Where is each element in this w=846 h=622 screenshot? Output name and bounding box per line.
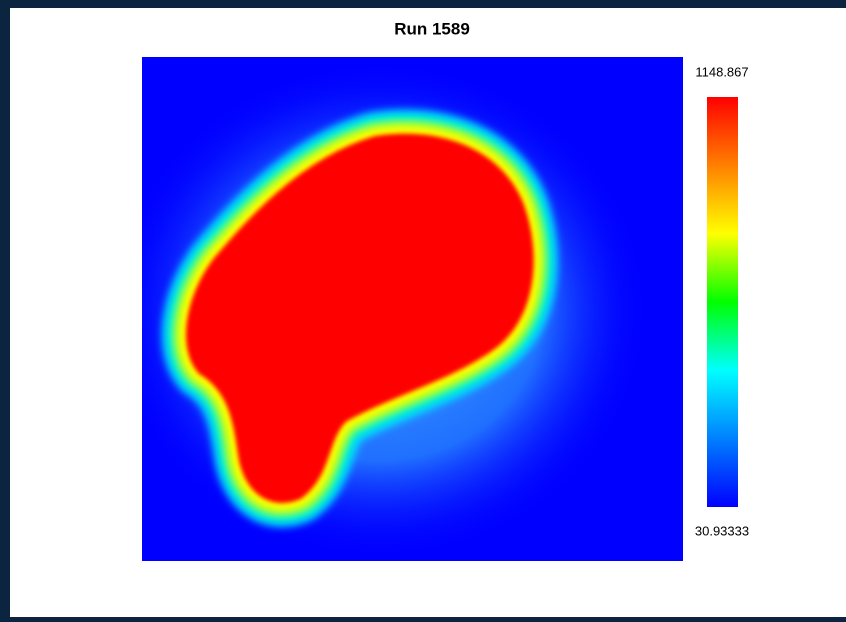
colorbar-max-label: 1148.867 (695, 64, 748, 79)
heatmap (142, 57, 683, 561)
chart-title: Run 1589 (394, 19, 470, 38)
colorbar-min-label: 30.93333 (695, 523, 749, 538)
colorbar (707, 97, 738, 507)
